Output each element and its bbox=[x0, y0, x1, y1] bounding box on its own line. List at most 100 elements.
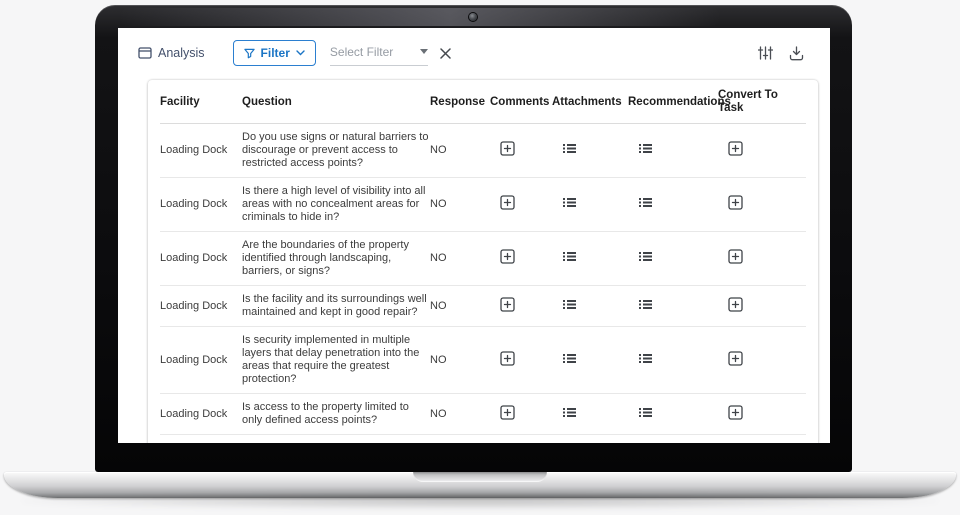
convert-to-task-icon[interactable] bbox=[728, 404, 743, 420]
page-title-label: Analysis bbox=[158, 46, 205, 60]
convert-to-task-icon[interactable] bbox=[728, 249, 743, 264]
recommendations-cell bbox=[628, 135, 718, 166]
recommendations-cell bbox=[628, 440, 718, 444]
convert-to-task-cell bbox=[718, 134, 806, 167]
convert-to-task-cell bbox=[718, 188, 806, 221]
convert-to-task-cell bbox=[718, 439, 806, 444]
select-filter-placeholder: Select Filter bbox=[329, 44, 394, 59]
chevron-down-icon bbox=[296, 50, 305, 56]
add-comment-icon[interactable] bbox=[500, 296, 515, 312]
add-comment-icon[interactable] bbox=[500, 195, 515, 210]
recommendations-list-icon[interactable] bbox=[638, 298, 653, 311]
facility-cell: Loading Dock bbox=[160, 407, 228, 420]
response-cell: NO bbox=[430, 198, 447, 210]
recommendations-list-icon[interactable] bbox=[638, 142, 653, 155]
comments-cell bbox=[490, 344, 552, 377]
comments-cell bbox=[490, 134, 552, 167]
recommendations-list-icon[interactable] bbox=[638, 352, 653, 365]
recommendations-list-icon[interactable] bbox=[638, 406, 653, 419]
select-filter-dropdown[interactable]: Select Filter bbox=[329, 41, 428, 66]
page-title: Analysis bbox=[138, 46, 205, 60]
attachments-list-icon[interactable] bbox=[562, 298, 577, 311]
add-comment-icon[interactable] bbox=[500, 249, 515, 264]
attachments-list-icon[interactable] bbox=[562, 250, 577, 263]
table-header-row: Facility Question Response Comments Atta… bbox=[160, 80, 806, 124]
convert-to-task-cell bbox=[718, 344, 806, 377]
attachments-cell bbox=[552, 399, 628, 430]
header-question: Question bbox=[242, 95, 292, 108]
recommendations-list-icon[interactable] bbox=[638, 250, 653, 263]
web-asset-icon bbox=[138, 47, 152, 59]
laptop-lid-notch bbox=[413, 472, 547, 482]
attachments-cell bbox=[552, 440, 628, 444]
response-cell: NO bbox=[430, 442, 490, 444]
attachments-cell bbox=[552, 243, 628, 274]
facility-cell: Loading Dock bbox=[160, 353, 228, 366]
add-comment-icon[interactable] bbox=[500, 350, 515, 366]
convert-to-task-icon[interactable] bbox=[728, 350, 743, 366]
caret-down-icon bbox=[419, 49, 428, 54]
comments-cell bbox=[490, 290, 552, 323]
question-cell: Are all access points to buildings well … bbox=[242, 435, 430, 443]
recommendations-list-icon[interactable] bbox=[638, 196, 653, 209]
response-cell: NO bbox=[430, 252, 447, 264]
table-body: Loading Dock Do you use signs or natural… bbox=[160, 124, 806, 443]
header-attachments: Attachments bbox=[552, 95, 622, 108]
recommendations-cell bbox=[628, 399, 718, 430]
convert-to-task-cell bbox=[718, 242, 806, 275]
filter-button[interactable]: Filter bbox=[232, 40, 316, 66]
header-recommendations: Recommendations bbox=[628, 95, 731, 108]
attachments-cell bbox=[552, 291, 628, 322]
convert-to-task-cell bbox=[718, 398, 806, 431]
table-row: Loading Dock Do you use signs or natural… bbox=[160, 124, 806, 178]
header-convert-to-task: Convert To Task bbox=[718, 89, 778, 114]
clear-filter-button[interactable] bbox=[440, 47, 451, 59]
convert-to-task-icon[interactable] bbox=[728, 195, 743, 210]
facility-cell: Loading Dock bbox=[160, 144, 228, 156]
attachments-list-icon[interactable] bbox=[562, 352, 577, 365]
response-cell: NO bbox=[430, 407, 447, 420]
comments-cell bbox=[490, 188, 552, 221]
response-cell: NO bbox=[430, 144, 447, 156]
funnel-icon bbox=[243, 48, 255, 59]
recommendations-cell bbox=[628, 243, 718, 274]
table-row: Loading Dock Are all access points to bu… bbox=[160, 435, 806, 443]
toolbar: Analysis Filter Select Filter bbox=[118, 28, 830, 78]
response-cell: NO bbox=[430, 353, 447, 366]
app-screen: Analysis Filter Select Filter bbox=[118, 28, 830, 443]
attachments-cell bbox=[552, 135, 628, 166]
tune-sliders-icon[interactable] bbox=[758, 46, 773, 60]
question-cell: Is there a high level of visibility into… bbox=[242, 185, 426, 223]
convert-to-task-cell bbox=[718, 290, 806, 323]
facility-cell: Loading Dock bbox=[160, 252, 228, 264]
add-comment-icon[interactable] bbox=[500, 141, 515, 156]
comments-cell bbox=[490, 439, 552, 444]
convert-to-task-icon[interactable] bbox=[728, 296, 743, 312]
comments-cell bbox=[490, 398, 552, 431]
laptop-shadow bbox=[22, 493, 938, 509]
convert-to-task-icon[interactable] bbox=[728, 141, 743, 156]
analysis-table-card: Facility Question Response Comments Atta… bbox=[148, 80, 818, 443]
table-row: Loading Dock Is the facility and its sur… bbox=[160, 286, 806, 327]
recommendations-cell bbox=[628, 291, 718, 322]
table-row: Loading Dock Is access to the property l… bbox=[160, 394, 806, 435]
webcam bbox=[469, 13, 477, 21]
question-cell: Is the facility and its surroundings wel… bbox=[242, 293, 427, 318]
table-row: Loading Dock Is security implemented in … bbox=[160, 327, 806, 394]
response-cell: NO bbox=[430, 299, 447, 312]
download-icon[interactable] bbox=[789, 45, 804, 61]
attachments-list-icon[interactable] bbox=[562, 406, 577, 419]
header-facility: Facility bbox=[160, 95, 200, 108]
question-cell: Is access to the property limited to onl… bbox=[242, 401, 409, 426]
attachments-list-icon[interactable] bbox=[562, 142, 577, 155]
recommendations-cell bbox=[628, 345, 718, 376]
question-cell: Is security implemented in multiple laye… bbox=[242, 334, 420, 385]
attachments-list-icon[interactable] bbox=[562, 196, 577, 209]
filter-button-label: Filter bbox=[260, 46, 290, 60]
bezel-sheen bbox=[120, 8, 720, 26]
table-row: Loading Dock Is there a high level of vi… bbox=[160, 178, 806, 232]
facility-cell: Loading Dock bbox=[160, 442, 242, 444]
add-comment-icon[interactable] bbox=[500, 404, 515, 420]
attachments-cell bbox=[552, 189, 628, 220]
table-row: Loading Dock Are the boundaries of the p… bbox=[160, 232, 806, 286]
